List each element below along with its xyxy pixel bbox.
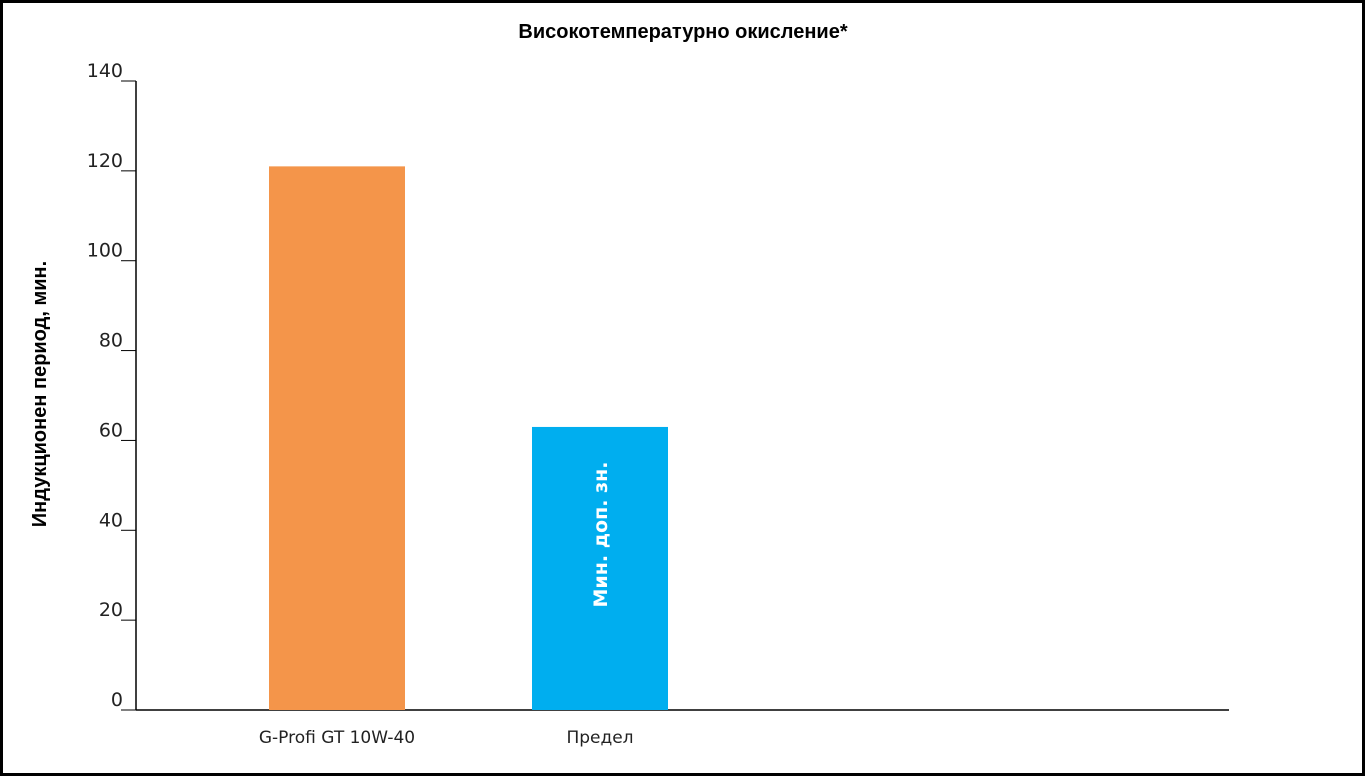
bar-inner-label: Мин. доп. зн. [590, 462, 612, 608]
y-tick-label: 120 [87, 150, 123, 172]
y-tick-label: 80 [99, 330, 123, 352]
y-tick-label: 140 [87, 60, 123, 82]
y-tick-label: 20 [99, 599, 123, 621]
bars: Мин. доп. зн. [269, 166, 668, 711]
x-tick-label: G-Profi GT 10W-40 [259, 728, 415, 748]
bar-2 [532, 426, 668, 710]
bar-1 [269, 166, 405, 711]
x-tick-labels: G-Profi GT 10W-40 Предел [259, 728, 634, 748]
y-ticks: 0 20 40 60 80 100 120 140 [87, 60, 136, 711]
chart-title: Високотемпературно окисление* [518, 21, 847, 43]
y-axis-label: Индукционен период, мин. [29, 261, 51, 527]
y-tick-label: 100 [87, 240, 123, 262]
y-tick-label: 40 [99, 509, 123, 531]
x-tick-label: Предел [566, 728, 633, 748]
y-tick-label: 60 [99, 419, 123, 441]
y-tick-label: 0 [111, 689, 123, 711]
bar-chart: Високотемпературно окисление* Индукционе… [29, 21, 1229, 748]
